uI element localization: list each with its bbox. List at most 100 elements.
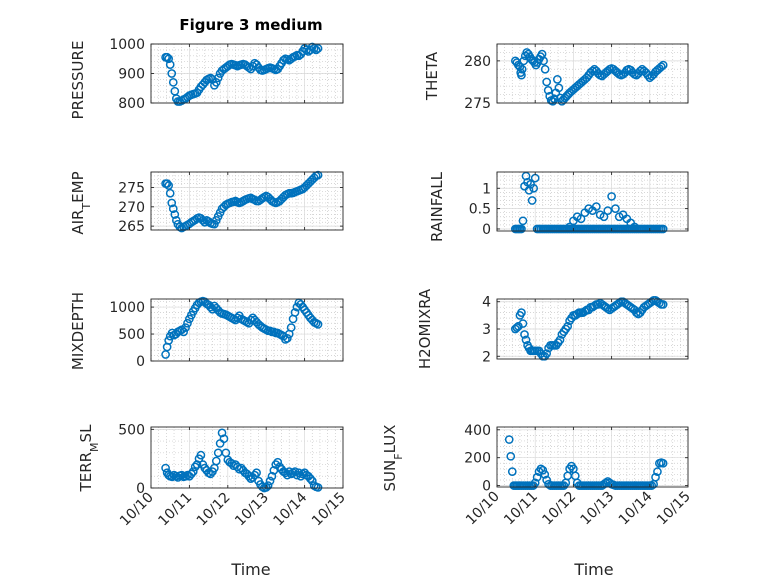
data-point-terr_msl bbox=[219, 434, 229, 444]
data-point-rainfall bbox=[524, 185, 534, 195]
ylabel-theta: THETA bbox=[423, 51, 441, 101]
ytick-label-sun_flux: 400 bbox=[464, 423, 491, 439]
data-point-mixdepth bbox=[179, 327, 188, 337]
data-point-pressure bbox=[164, 54, 174, 64]
ytick-label-pressure: 1000 bbox=[109, 37, 145, 53]
data-point-rainfall bbox=[565, 222, 574, 232]
xtick-label-sun_flux: 10/14 bbox=[616, 488, 656, 528]
data-point-sun_flux bbox=[653, 467, 662, 477]
data-point-terr_msl bbox=[192, 460, 202, 469]
data-point-h2omixra bbox=[514, 321, 523, 331]
axes-box-air_temp bbox=[150, 171, 344, 231]
data-point-terr_msl bbox=[284, 467, 294, 476]
ytick-label-mixdepth: 1000 bbox=[109, 300, 145, 316]
data-point-h2omixra bbox=[520, 330, 529, 339]
data-point-theta bbox=[656, 62, 666, 72]
ytick-label-sun_flux: 0 bbox=[482, 479, 491, 495]
data-point-air_temp bbox=[167, 198, 177, 208]
data-point-air_temp bbox=[162, 179, 172, 188]
ylabel-pressure: PRESSURE bbox=[69, 41, 87, 120]
data-point-mixdepth bbox=[313, 319, 323, 329]
data-point-terr_msl bbox=[292, 470, 302, 480]
ytick-label-air_temp: 270 bbox=[118, 200, 145, 216]
data-point-terr_msl bbox=[217, 428, 227, 438]
data-point-mixdepth bbox=[286, 323, 296, 332]
data-point-theta bbox=[635, 66, 645, 76]
data-point-pressure bbox=[167, 69, 177, 78]
data-point-mixdepth bbox=[164, 336, 174, 345]
ytick-label-air_temp: 275 bbox=[118, 180, 145, 196]
xtick-label-terr_msl: 10/15 bbox=[309, 490, 349, 530]
data-point-h2omixra bbox=[655, 298, 664, 308]
panel-mixdepth: MIXDEPTH 0 500 1000 bbox=[69, 292, 344, 370]
data-point-pressure bbox=[213, 73, 223, 83]
data-point-terr_msl bbox=[263, 481, 273, 491]
ylabel-terr-msl: TERRMSL bbox=[77, 424, 101, 493]
data-point-air_temp bbox=[165, 188, 175, 198]
axes-box-rainfall bbox=[496, 171, 689, 232]
data-point-theta bbox=[539, 56, 548, 66]
data-point-terr_msl bbox=[250, 470, 260, 480]
data-point-theta bbox=[658, 60, 668, 70]
axes-box-theta bbox=[496, 43, 689, 104]
ytick-label-h2omixra: 3 bbox=[482, 322, 491, 338]
data-point-theta bbox=[519, 56, 529, 66]
xtick-label-sun_flux: 10/13 bbox=[578, 489, 618, 529]
data-point-terr_msl bbox=[211, 456, 221, 466]
data-point-mixdepth bbox=[181, 323, 190, 332]
data-point-rainfall bbox=[529, 183, 539, 193]
data-point-terr_msl bbox=[313, 483, 323, 492]
data-point-theta bbox=[515, 62, 525, 72]
data-point-h2omixra bbox=[555, 335, 565, 345]
ylabel-sun-flux: SUNFLUX bbox=[381, 425, 405, 492]
xtick-label-terr_msl: 10/12 bbox=[194, 490, 234, 530]
ytick-label-terr_msl: 500 bbox=[118, 422, 145, 438]
data-point-h2omixra bbox=[593, 300, 603, 309]
ylabel-mixdepth: MIXDEPTH bbox=[69, 292, 87, 370]
panel-pressure: Figure 3 medium PRESSURE 800 900 1000 bbox=[69, 16, 344, 120]
data-point-h2omixra bbox=[512, 323, 522, 332]
data-point-h2omixra bbox=[658, 300, 668, 309]
data-point-theta bbox=[540, 64, 550, 74]
data-point-terr_msl bbox=[265, 476, 275, 486]
plot-area-sun_flux bbox=[497, 427, 688, 487]
data-point-theta bbox=[542, 77, 552, 87]
data-point-h2omixra bbox=[603, 304, 613, 313]
data-point-sun_flux bbox=[651, 472, 660, 482]
data-point-terr_msl bbox=[196, 450, 206, 460]
data-point-rainfall bbox=[611, 204, 620, 213]
data-point-rainfall bbox=[518, 216, 528, 226]
data-point-pressure bbox=[244, 63, 254, 72]
data-point-mixdepth bbox=[167, 328, 177, 338]
xtick-label-terr_msl: 10/13 bbox=[232, 490, 272, 530]
data-point-rainfall bbox=[527, 196, 537, 205]
data-point-rainfall bbox=[517, 224, 526, 234]
panel-h2omixra: H2OMIXRA 2 3 4 bbox=[416, 288, 689, 369]
data-point-h2omixra bbox=[521, 335, 531, 345]
data-point-h2omixra bbox=[563, 321, 573, 331]
data-point-sun_flux bbox=[540, 470, 550, 479]
data-point-air_temp bbox=[198, 215, 208, 225]
data-point-rainfall bbox=[603, 206, 613, 216]
data-point-mixdepth bbox=[206, 302, 215, 312]
data-point-theta bbox=[517, 64, 527, 74]
data-point-h2omixra bbox=[542, 349, 552, 358]
data-point-theta bbox=[517, 70, 526, 80]
data-point-mixdepth bbox=[290, 308, 300, 317]
data-point-h2omixra bbox=[580, 306, 590, 316]
data-point-terr_msl bbox=[307, 476, 317, 486]
xtick-label-sun_flux: 10/12 bbox=[539, 489, 579, 529]
data-point-pressure bbox=[313, 44, 323, 53]
xlabel-time-left: Time bbox=[230, 560, 270, 579]
ytick-label-pressure: 900 bbox=[118, 67, 145, 83]
data-point-pressure bbox=[309, 44, 319, 53]
xtick-label-sun_flux: 10/15 bbox=[654, 489, 694, 529]
ytick-label-air_temp: 265 bbox=[118, 219, 145, 235]
data-point-sun_flux bbox=[507, 467, 517, 477]
xtick-label-terr_msl: 10/14 bbox=[271, 489, 311, 529]
axes-box-terr_msl bbox=[150, 426, 344, 489]
xtick-label-sun_flux: 10/11 bbox=[501, 489, 541, 529]
data-point-pressure bbox=[311, 45, 321, 55]
data-point-terr_msl bbox=[273, 457, 283, 467]
data-point-theta bbox=[554, 83, 564, 93]
